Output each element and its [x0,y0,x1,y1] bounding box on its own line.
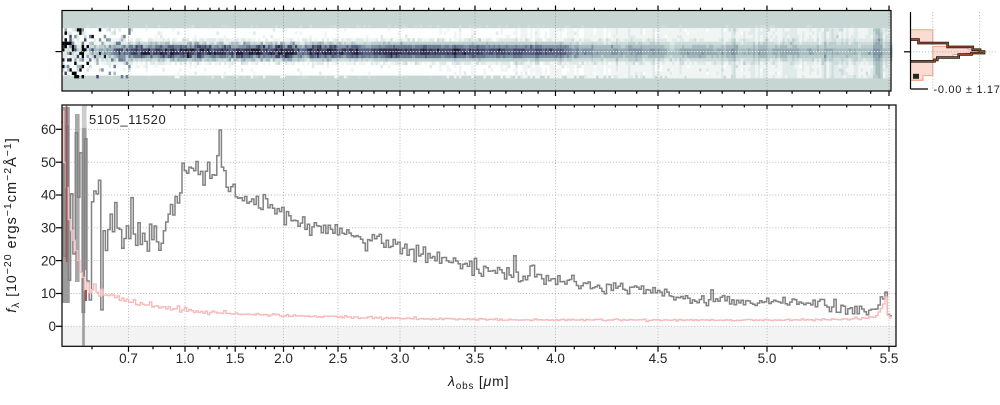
svg-text:0.7: 0.7 [119,351,138,366]
svg-text:fλ [10−20 ergs−1cm−2Å−1]: fλ [10−20 ergs−1cm−2Å−1] [2,137,22,313]
svg-text:1.5: 1.5 [226,351,245,366]
svg-text:50: 50 [41,155,56,170]
svg-text:0: 0 [48,319,56,334]
svg-text:3.5: 3.5 [466,351,485,366]
svg-text:4.0: 4.0 [546,351,565,366]
svg-text:10: 10 [41,286,56,301]
svg-text:4.5: 4.5 [649,351,668,366]
svg-text:2.5: 2.5 [329,351,348,366]
svg-text:5105_11520: 5105_11520 [89,112,166,127]
svg-text:30: 30 [41,221,56,236]
svg-text:5.5: 5.5 [880,351,899,366]
svg-text:-0.00 ± 1.17: -0.00 ± 1.17 [934,84,1000,96]
svg-text:3.0: 3.0 [391,351,410,366]
svg-text:40: 40 [41,188,56,203]
svg-text:60: 60 [41,122,56,137]
svg-text:20: 20 [41,253,56,268]
svg-text:5.0: 5.0 [758,351,777,366]
svg-text:1.0: 1.0 [176,351,195,366]
svg-text:2.0: 2.0 [274,351,293,366]
